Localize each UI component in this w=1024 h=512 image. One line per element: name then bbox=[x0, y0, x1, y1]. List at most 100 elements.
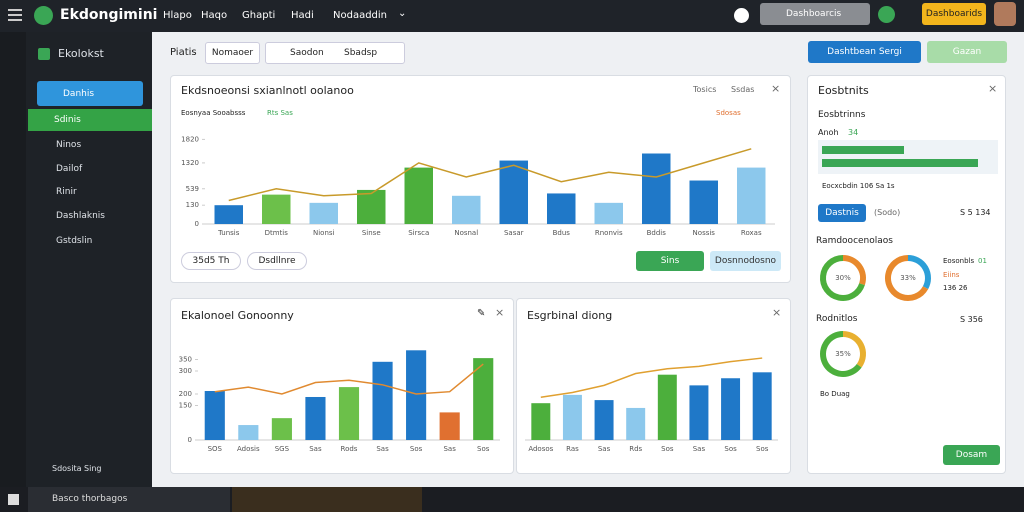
edit-icon[interactable]: ✎ bbox=[477, 308, 486, 319]
chevron[interactable]: ⌄ bbox=[398, 8, 407, 19]
close-icon[interactable]: × bbox=[495, 306, 505, 319]
dropdown[interactable]: Saodon Sbadsp bbox=[265, 42, 405, 64]
menu-item[interactable]: Rinir bbox=[56, 187, 77, 197]
x-tick-label: Sirsca bbox=[408, 229, 429, 237]
cta-button[interactable]: Dashboarids bbox=[922, 3, 986, 25]
bar bbox=[309, 202, 338, 224]
button[interactable]: Dosnnodosno bbox=[710, 251, 781, 271]
nav-item[interactable]: Haqo bbox=[201, 10, 228, 21]
sidebar-footer: Sdosita Sing bbox=[52, 464, 102, 473]
legend: Eocxcbdin 106 Sa 1s bbox=[822, 182, 895, 190]
dropdown-value: Sbadsp bbox=[344, 48, 378, 58]
bar bbox=[689, 385, 709, 440]
bar bbox=[238, 425, 259, 440]
bar bbox=[473, 358, 494, 440]
tab[interactable]: Piatis bbox=[170, 47, 197, 58]
menu-icon[interactable] bbox=[8, 9, 22, 11]
donut-label: 30% bbox=[835, 274, 851, 282]
bar bbox=[439, 412, 460, 440]
section-title: Eosbtrinns bbox=[818, 110, 866, 120]
y-tick-label: 130 bbox=[186, 201, 199, 209]
bar bbox=[271, 418, 292, 440]
nav-item[interactable]: Hadi bbox=[291, 10, 314, 21]
bar bbox=[372, 361, 393, 440]
x-tick-label: Rods bbox=[341, 445, 358, 453]
x-tick-label: Sas bbox=[309, 445, 322, 453]
link[interactable]: (Sodo) bbox=[874, 208, 901, 217]
button[interactable]: Dastnis bbox=[818, 204, 866, 222]
start-button[interactable] bbox=[8, 494, 19, 505]
primary-button[interactable]: Dashtbean Sergi bbox=[808, 41, 921, 63]
nav-item[interactable]: Ghapti bbox=[242, 10, 276, 21]
card-subtitle: Sdosas bbox=[716, 109, 741, 117]
card-action[interactable]: Tosics bbox=[693, 85, 717, 94]
donut-segment bbox=[820, 331, 862, 377]
sidebar-title: Ekolokst bbox=[58, 47, 104, 60]
menu-item[interactable]: Gstdslin bbox=[56, 236, 93, 246]
bar bbox=[721, 378, 741, 440]
metric-value: 34 bbox=[848, 128, 859, 137]
x-tick-label: SOS bbox=[208, 445, 223, 453]
icon[interactable] bbox=[734, 8, 749, 23]
x-tick-label: Adosos bbox=[528, 445, 553, 453]
secondary-button[interactable]: Gazan bbox=[927, 41, 1007, 63]
donut-segment bbox=[842, 255, 866, 286]
y-tick-label: 350 bbox=[179, 356, 192, 364]
trend-line bbox=[540, 357, 763, 398]
avatar[interactable] bbox=[994, 2, 1016, 26]
sidebar: Ekolokst Danhis Sdinis Ninos Dailof Rini… bbox=[0, 32, 152, 487]
card-subtitle: Rts Sas bbox=[267, 109, 293, 117]
dropdown-label: Saodon bbox=[290, 48, 324, 58]
menu-item[interactable]: Danhis bbox=[37, 81, 143, 106]
nav-item[interactable]: Hlapo bbox=[163, 10, 192, 21]
y-tick-label: 0 bbox=[195, 220, 199, 228]
bar bbox=[499, 160, 528, 224]
bar bbox=[594, 202, 623, 224]
x-tick-label: Bddis bbox=[647, 229, 667, 237]
bar bbox=[452, 195, 481, 224]
x-tick-label: Bdus bbox=[553, 229, 571, 237]
donut-sub: Eiins bbox=[943, 271, 960, 279]
menu-item[interactable]: Ninos bbox=[56, 140, 82, 150]
bar bbox=[626, 407, 646, 440]
chip[interactable]: 35d5 Th bbox=[181, 252, 241, 270]
y-tick-label: 150 bbox=[179, 402, 192, 410]
bar bbox=[657, 374, 677, 440]
nav-item[interactable]: Nodaaddin bbox=[333, 10, 388, 21]
taskbar: Basco thorbagos bbox=[0, 487, 1024, 512]
close-icon[interactable]: × bbox=[771, 82, 781, 95]
y-tick-label: 0 bbox=[188, 436, 192, 444]
status-icon[interactable] bbox=[878, 6, 895, 23]
bar bbox=[594, 400, 614, 440]
close-icon[interactable]: × bbox=[772, 306, 782, 319]
search-box[interactable]: Dashboarcis bbox=[760, 3, 870, 25]
x-tick-label: Nossis bbox=[693, 229, 716, 237]
menu-item[interactable]: Dashlaknis bbox=[56, 211, 105, 221]
donut-value: 01 bbox=[978, 257, 987, 265]
button[interactable]: Sins bbox=[636, 251, 704, 271]
tab[interactable]: Nomaoer bbox=[205, 42, 260, 64]
bar bbox=[357, 189, 386, 224]
x-tick-label: Sos bbox=[724, 445, 737, 453]
close-icon[interactable]: × bbox=[988, 82, 998, 95]
x-tick-label: Rnonvis bbox=[595, 229, 623, 237]
bar bbox=[642, 153, 671, 224]
menu-item[interactable]: Sdinis bbox=[28, 109, 152, 131]
bar bbox=[214, 205, 243, 224]
bar bbox=[404, 167, 433, 224]
x-tick-label: Nionsi bbox=[313, 229, 335, 237]
donut-segment bbox=[907, 255, 931, 290]
y-tick-label: 1320 bbox=[181, 159, 199, 167]
card-action[interactable]: Ssdas bbox=[731, 85, 755, 94]
x-tick-label: SGS bbox=[275, 445, 290, 453]
x-tick-label: Tunsis bbox=[217, 229, 240, 237]
x-tick-label: Sas bbox=[598, 445, 611, 453]
taskbar-search[interactable]: Basco thorbagos bbox=[28, 487, 230, 512]
chip[interactable]: Dsdllnre bbox=[247, 252, 307, 270]
x-tick-label: Sos bbox=[410, 445, 423, 453]
bar bbox=[204, 391, 225, 440]
button[interactable]: Dosam bbox=[943, 445, 1000, 465]
menu-item[interactable]: Dailof bbox=[56, 164, 83, 174]
donut-segment bbox=[842, 331, 866, 368]
